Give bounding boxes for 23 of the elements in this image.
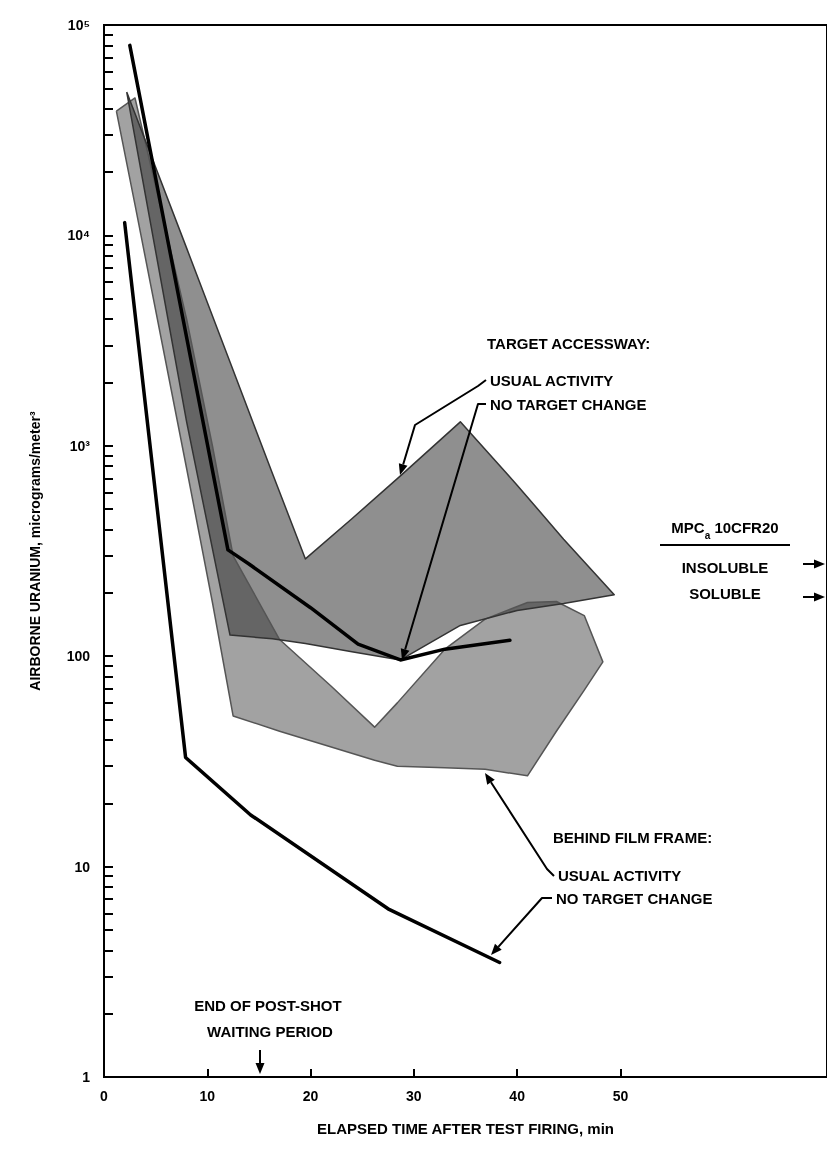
x-tick-label: 50	[612, 1088, 629, 1104]
x-tick-label: 0	[100, 1088, 109, 1104]
annotation: END OF POST-SHOT WAITING PERIOD	[194, 996, 346, 1040]
annotation: SOLUBLE	[689, 584, 761, 602]
x-axis-title: ELAPSED TIME AFTER TEST FIRING, min	[317, 1120, 614, 1137]
annotation: BEHIND FILM FRAME:	[553, 828, 713, 846]
y-tick-label: 10⁴	[67, 227, 91, 244]
annotation: TARGET ACCESSWAY:	[487, 334, 651, 352]
y-tick-label: 10⁵	[67, 17, 90, 33]
y-tick-label: 10	[74, 858, 91, 875]
x-tick-label: 40	[509, 1088, 526, 1104]
annotation: USUAL ACTIVITY	[490, 371, 614, 389]
x-tick-label: 20	[302, 1088, 319, 1104]
annotation: NO TARGET CHANGE	[490, 395, 647, 413]
x-tick-label: 10	[199, 1088, 216, 1104]
y-tick-label: 100	[66, 648, 91, 665]
x-tick-label: 30	[406, 1088, 422, 1104]
y-axis-title: AIRBORNE URANIUM, micrograms/meter³	[27, 411, 43, 691]
y-tick-label: 1	[82, 1069, 91, 1085]
y-tick-label: 10³	[69, 437, 91, 454]
annotation: NO TARGET CHANGE	[556, 889, 713, 907]
annotation: USUAL ACTIVITY	[558, 866, 682, 884]
annotation: INSOLUBLE	[681, 558, 769, 576]
